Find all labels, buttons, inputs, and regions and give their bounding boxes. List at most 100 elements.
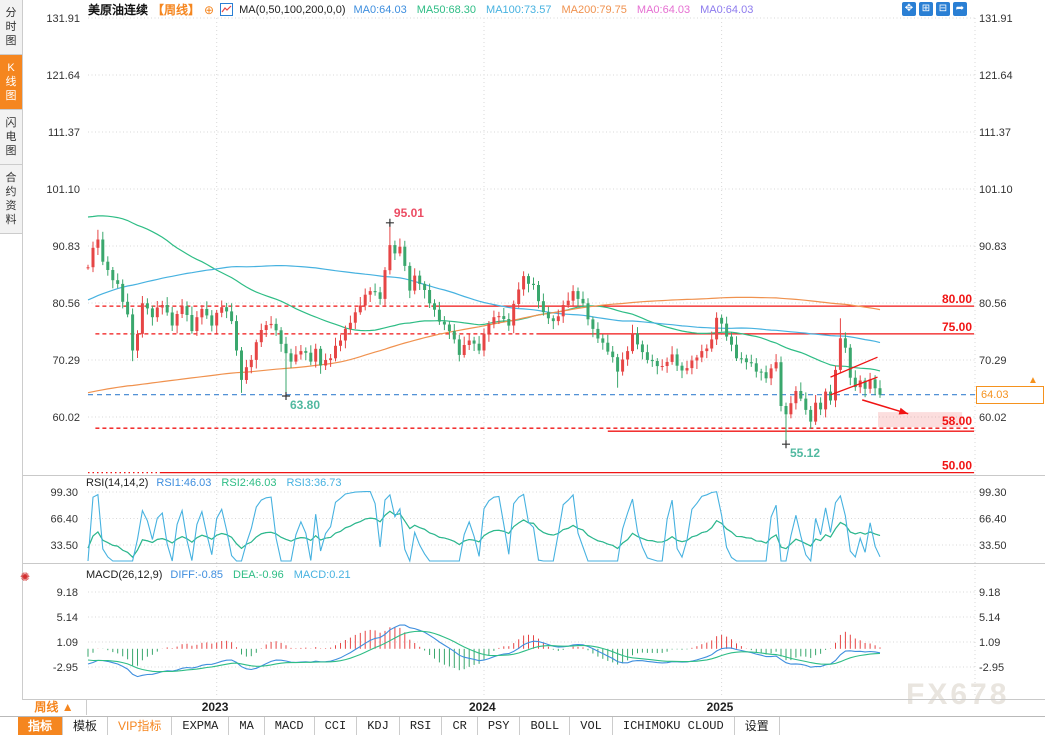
svg-text:-2.95: -2.95: [53, 662, 78, 674]
sidebar-item-char: 线: [5, 76, 17, 88]
tab-psy[interactable]: PSY: [478, 717, 521, 735]
tab-kdj[interactable]: KDJ: [357, 717, 400, 735]
svg-text:60.02: 60.02: [979, 412, 1007, 424]
indicator-value: MA50:68.30: [416, 3, 477, 16]
indicator-value: MA0:64.03: [353, 3, 407, 16]
svg-text:101.10: 101.10: [46, 184, 80, 196]
svg-text:80.56: 80.56: [52, 298, 80, 310]
svg-text:66.40: 66.40: [979, 514, 1007, 526]
main-chart-header: 美原油连续 【周线】 ⊕ MA(0,50,100,200,0,0) MA0:64…: [88, 1, 753, 18]
sidebar-item-char: 料: [5, 214, 17, 226]
svg-text:111.37: 111.37: [979, 127, 1011, 139]
tab-expma[interactable]: EXPMA: [172, 717, 230, 735]
svg-text:99.30: 99.30: [50, 487, 78, 499]
x-axis-year-label: 2024: [469, 700, 496, 714]
sidebar-item-char: 图: [5, 145, 17, 157]
tab-templates[interactable]: 模板: [63, 717, 109, 735]
indicator-value: MACD:0.21: [293, 569, 351, 581]
ma-formula: MA(0,50,100,200,0,0): [239, 3, 346, 16]
svg-text:60.02: 60.02: [52, 412, 80, 424]
tab-ichimoku-cloud[interactable]: ICHIMOKU CLOUD: [613, 717, 735, 735]
indicator-value: DIFF:-0.85: [170, 569, 223, 581]
sidebar-item-char: 合: [5, 172, 17, 184]
svg-text:101.10: 101.10: [979, 184, 1013, 196]
indicator-value: RSI2:46.03: [221, 477, 277, 489]
svg-text:1.09: 1.09: [57, 637, 78, 649]
indicator-value: MA0:64.03: [636, 3, 691, 16]
svg-text:55.12: 55.12: [790, 446, 820, 460]
tab-settings[interactable]: 设置: [735, 717, 780, 735]
rsi-formula: RSI(14,14,2): [86, 477, 149, 489]
svg-text:75.00: 75.00: [942, 320, 972, 334]
x-axis-year-label: 2023: [201, 700, 229, 714]
rsi-header: RSI(14,14,2) RSI1:46.03 RSI2:46.03 RSI3:36…: [86, 477, 342, 489]
indicator-value: RSI3:36.73: [286, 477, 342, 489]
candlestick-chart-canvas[interactable]: 131.91 131.91 121.64 121.64 111.37 111.37 101.…: [0, 0, 1045, 700]
macd-formula: MACD(26,12,9): [86, 569, 163, 581]
x-axis-year-label: 2025: [706, 700, 734, 714]
sidebar-item-char: 图: [5, 90, 17, 102]
sidebar-item-time-chart[interactable]: 分时图: [0, 0, 22, 55]
svg-text:99.30: 99.30: [979, 487, 1007, 499]
chart-type-icon[interactable]: [220, 3, 234, 16]
svg-text:95.01: 95.01: [394, 206, 424, 220]
indicator-settings-icon[interactable]: ✺: [20, 570, 31, 584]
svg-text:70.29: 70.29: [52, 355, 80, 367]
svg-text:121.64: 121.64: [979, 70, 1013, 82]
svg-text:50.00: 50.00: [942, 459, 972, 473]
tab-cr[interactable]: CR: [442, 717, 478, 735]
svg-text:131.91: 131.91: [979, 13, 1013, 25]
tab-boll[interactable]: BOLL: [520, 717, 571, 735]
tab-indicators[interactable]: 指标: [18, 717, 64, 735]
tab-vol[interactable]: VOL: [570, 717, 613, 735]
ma-values: MA0:64.03 MA50:68.30 MA100:73.57 MA200:79.7…: [354, 4, 754, 16]
svg-text:111.37: 111.37: [48, 127, 80, 139]
price-up-arrow-icon: ▲: [1028, 375, 1038, 386]
svg-text:58.00: 58.00: [942, 414, 972, 428]
sidebar-item-contract-info[interactable]: 合约资料: [0, 165, 22, 234]
sidebar-item-char: 资: [5, 200, 17, 212]
tab-cci[interactable]: CCI: [315, 717, 358, 735]
period-tag: 【周线】: [152, 3, 201, 17]
chart-toolbar: ✥ ⊞ ⊟ ➦: [902, 2, 967, 16]
svg-text:90.83: 90.83: [979, 241, 1007, 253]
indicator-value: DEA:-0.96: [233, 569, 284, 581]
pan-icon[interactable]: ✥: [902, 2, 916, 16]
indicator-value: MA200:79.75: [561, 3, 627, 16]
svg-text:80.00: 80.00: [942, 292, 972, 306]
zoom-bars-icon[interactable]: ⊟: [936, 2, 950, 16]
tab-vip-indicators[interactable]: VIP指标: [108, 717, 173, 735]
sidebar-item-flash-chart[interactable]: 闪电图: [0, 110, 22, 165]
fx678-watermark: FX678: [906, 678, 1010, 711]
period-selector[interactable]: 周线 ▲: [22, 700, 87, 715]
svg-text:33.50: 33.50: [979, 540, 1007, 552]
chart-layers: 131.91 131.91 121.64 121.64 111.37 111.37 101.…: [0, 13, 1045, 700]
svg-text:63.80: 63.80: [290, 398, 320, 412]
macd-header: MACD(26,12,9) DIFF:-0.85 DEA:-0.96 MACD:0.…: [86, 569, 351, 581]
exit-chart-icon[interactable]: ➦: [953, 2, 967, 16]
x-axis-row: 周线 ▲ 2023 2024 2025: [0, 700, 1045, 716]
sidebar-item-char: K: [7, 62, 15, 74]
add-indicator-icon[interactable]: ⊕: [204, 2, 215, 17]
indicator-value: RSI1:46.03: [156, 477, 212, 489]
zoom-area-icon[interactable]: ⊞: [919, 2, 933, 16]
tab-macd[interactable]: MACD: [265, 717, 315, 735]
indicator-tabbar: 指标 模板 VIP指标 EXPMA MA MACD CCI KDJ RSI CR PSY BOLL VO…: [0, 716, 1045, 735]
svg-text:121.64: 121.64: [46, 70, 80, 82]
svg-text:5.14: 5.14: [979, 612, 1000, 624]
tab-ma[interactable]: MA: [229, 717, 265, 735]
svg-text:66.40: 66.40: [50, 514, 78, 526]
svg-text:9.18: 9.18: [979, 587, 1000, 599]
svg-text:-2.95: -2.95: [979, 662, 1004, 674]
sidebar-item-char: 图: [5, 35, 17, 47]
svg-text:9.18: 9.18: [57, 587, 78, 599]
svg-text:70.29: 70.29: [979, 355, 1007, 367]
tab-rsi[interactable]: RSI: [400, 717, 443, 735]
svg-text:1.09: 1.09: [979, 637, 1000, 649]
macd-values: DIFF:-0.85 DEA:-0.96 MACD:0.21: [170, 569, 350, 581]
svg-text:80.56: 80.56: [979, 298, 1007, 310]
svg-text:5.14: 5.14: [57, 612, 78, 624]
